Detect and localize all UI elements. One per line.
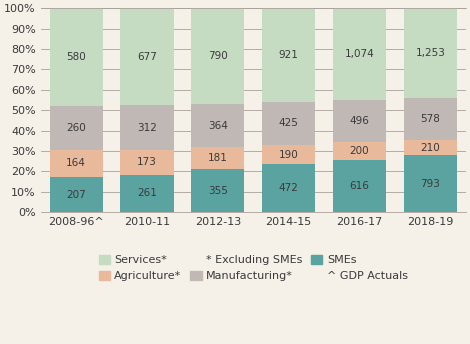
- Text: 425: 425: [279, 118, 298, 128]
- Text: 173: 173: [137, 157, 157, 168]
- Bar: [191, 8, 244, 104]
- Text: 210: 210: [421, 142, 440, 152]
- Bar: [120, 175, 173, 212]
- Bar: [191, 169, 244, 212]
- Text: 200: 200: [350, 146, 369, 156]
- Text: 190: 190: [279, 150, 298, 160]
- Text: 364: 364: [208, 120, 228, 130]
- Text: 677: 677: [137, 52, 157, 62]
- Bar: [49, 150, 102, 177]
- Bar: [404, 8, 457, 98]
- Text: 616: 616: [350, 181, 369, 191]
- Text: 164: 164: [66, 159, 86, 169]
- Text: 578: 578: [421, 114, 440, 124]
- Bar: [262, 145, 315, 164]
- Bar: [191, 148, 244, 169]
- Bar: [49, 106, 102, 150]
- Text: 1,253: 1,253: [415, 48, 446, 58]
- Bar: [49, 177, 102, 212]
- Text: 312: 312: [137, 122, 157, 132]
- Text: 790: 790: [208, 51, 227, 61]
- Bar: [404, 98, 457, 140]
- Text: 181: 181: [208, 153, 228, 163]
- Bar: [333, 100, 386, 142]
- Bar: [191, 104, 244, 148]
- Text: 496: 496: [350, 116, 369, 126]
- Text: 793: 793: [421, 179, 440, 189]
- Bar: [404, 140, 457, 155]
- Legend: Services*, Agriculture*, * Excluding SMEs, Manufacturing*, SMEs, ^ GDP Actuals: Services*, Agriculture*, * Excluding SME…: [94, 250, 412, 286]
- Bar: [120, 8, 173, 105]
- Bar: [333, 160, 386, 212]
- Bar: [262, 164, 315, 212]
- Bar: [333, 142, 386, 160]
- Text: 355: 355: [208, 186, 228, 196]
- Bar: [49, 8, 102, 106]
- Bar: [262, 102, 315, 145]
- Bar: [333, 8, 386, 100]
- Text: 207: 207: [66, 190, 86, 200]
- Bar: [120, 105, 173, 150]
- Text: 261: 261: [137, 189, 157, 198]
- Bar: [404, 155, 457, 212]
- Text: 472: 472: [279, 183, 298, 193]
- Bar: [120, 150, 173, 175]
- Text: 260: 260: [66, 123, 86, 133]
- Bar: [262, 8, 315, 102]
- Text: 921: 921: [279, 50, 298, 60]
- Text: 580: 580: [66, 52, 86, 62]
- Text: 1,074: 1,074: [345, 49, 375, 59]
